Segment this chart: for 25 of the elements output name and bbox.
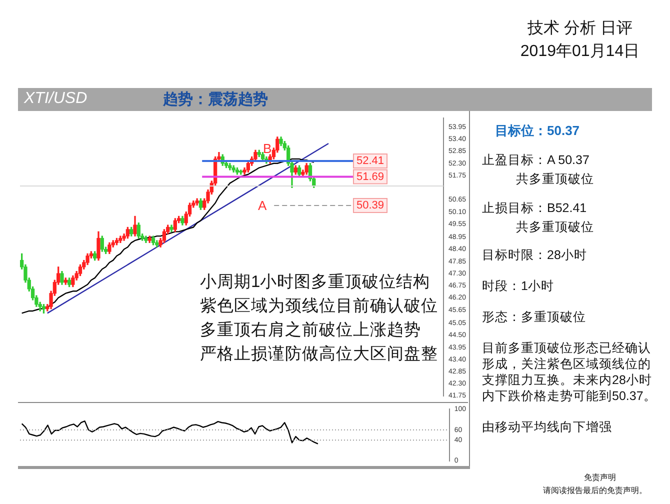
text: 目标位：50.37: [495, 122, 580, 140]
ref-line-label: 50.39: [356, 199, 384, 212]
ref-line-label: 51.69: [356, 170, 384, 183]
annotation: A: [258, 198, 267, 213]
text: 共多重顶破位: [516, 171, 594, 188]
text: 技术 分析 日评: [526, 18, 634, 39]
text: 免责声明: [583, 472, 617, 483]
annotation: 多重顶右肩之前破位上涨趋势: [200, 320, 421, 341]
text: 请阅读报告最后的免责声明。: [542, 485, 648, 496]
annotation: B: [263, 141, 272, 156]
text: 共多重顶破位: [516, 219, 594, 236]
chart-title: XTI/USD: [24, 90, 88, 108]
text: 目前多重顶破位形态已经确认形成，关注紫色区域颈线位的支撑阻力互换。未来内28小时内下跌价格走势可能到50.37。: [482, 340, 658, 404]
text: 时段：1小时: [482, 278, 554, 295]
text: 2019年01月14日: [519, 42, 641, 62]
text: 形态：多重顶破位: [482, 309, 586, 326]
chart-subtitle: 趋势：震荡趋势: [163, 90, 268, 109]
annotation: 紫色区域为颈线位目前确认破位: [200, 296, 438, 317]
text: 目标时限：28小时: [482, 247, 587, 264]
ref-line-label: 52.41: [356, 154, 384, 167]
annotation: 小周期1小时图多重顶破位结构: [200, 272, 430, 293]
text: 止盈目标：A 50.37: [482, 152, 590, 169]
text: 由移动平均线向下增强: [482, 419, 612, 436]
annotation: 严格止损谨防做高位大区间盘整: [200, 344, 438, 365]
text: 止损目标：B52.41: [482, 200, 587, 217]
